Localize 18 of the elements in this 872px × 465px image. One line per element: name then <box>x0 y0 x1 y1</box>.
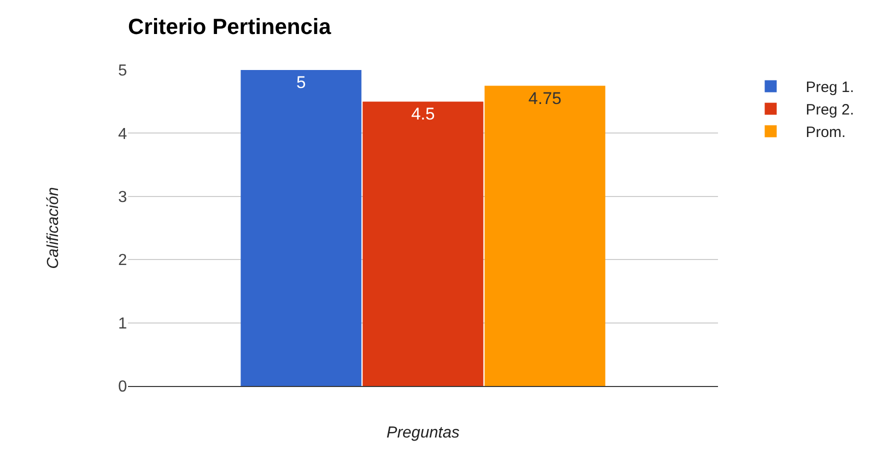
y-tick-label: 2 <box>118 252 128 270</box>
legend-label: Prom. <box>806 124 846 142</box>
legend-label: Preg 2. <box>806 102 854 119</box>
data-label: 5 <box>296 73 306 92</box>
bar <box>240 70 362 386</box>
y-tick-label: 3 <box>118 189 128 206</box>
legend-label: Preg 1. <box>806 79 854 96</box>
y-tick-label: 4 <box>118 126 128 143</box>
bar <box>484 86 606 386</box>
y-tick-label: 1 <box>118 315 128 332</box>
y-tick-label: 0 <box>118 378 128 396</box>
data-label: 4.75 <box>528 88 562 108</box>
chart-title: Criterio Pertinencia <box>128 14 332 39</box>
x-axis-title: Preguntas <box>386 424 460 442</box>
y-axis-title: Calificación <box>44 186 62 269</box>
data-label: 4.5 <box>411 104 435 124</box>
y-tick-label: 5 <box>118 62 128 80</box>
bar <box>362 102 484 386</box>
